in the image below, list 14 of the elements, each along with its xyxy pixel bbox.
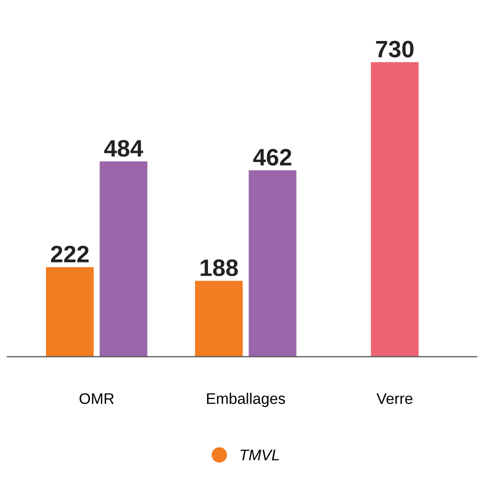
x-tick-label: Verre	[376, 393, 412, 404]
bar	[248, 170, 296, 357]
bar	[195, 280, 243, 357]
bar	[46, 267, 94, 357]
data-label: 462	[253, 148, 292, 166]
x-tick-label: Emballages	[207, 392, 286, 408]
bar	[370, 62, 419, 357]
x-tick-label: OMR	[80, 393, 114, 404]
data-label: 188	[200, 259, 238, 276]
legend-label: TMVL	[240, 450, 279, 460]
bar	[100, 161, 148, 357]
data-label: 730	[376, 40, 414, 58]
data-label: 484	[104, 140, 144, 157]
data-label: 222	[50, 246, 89, 262]
